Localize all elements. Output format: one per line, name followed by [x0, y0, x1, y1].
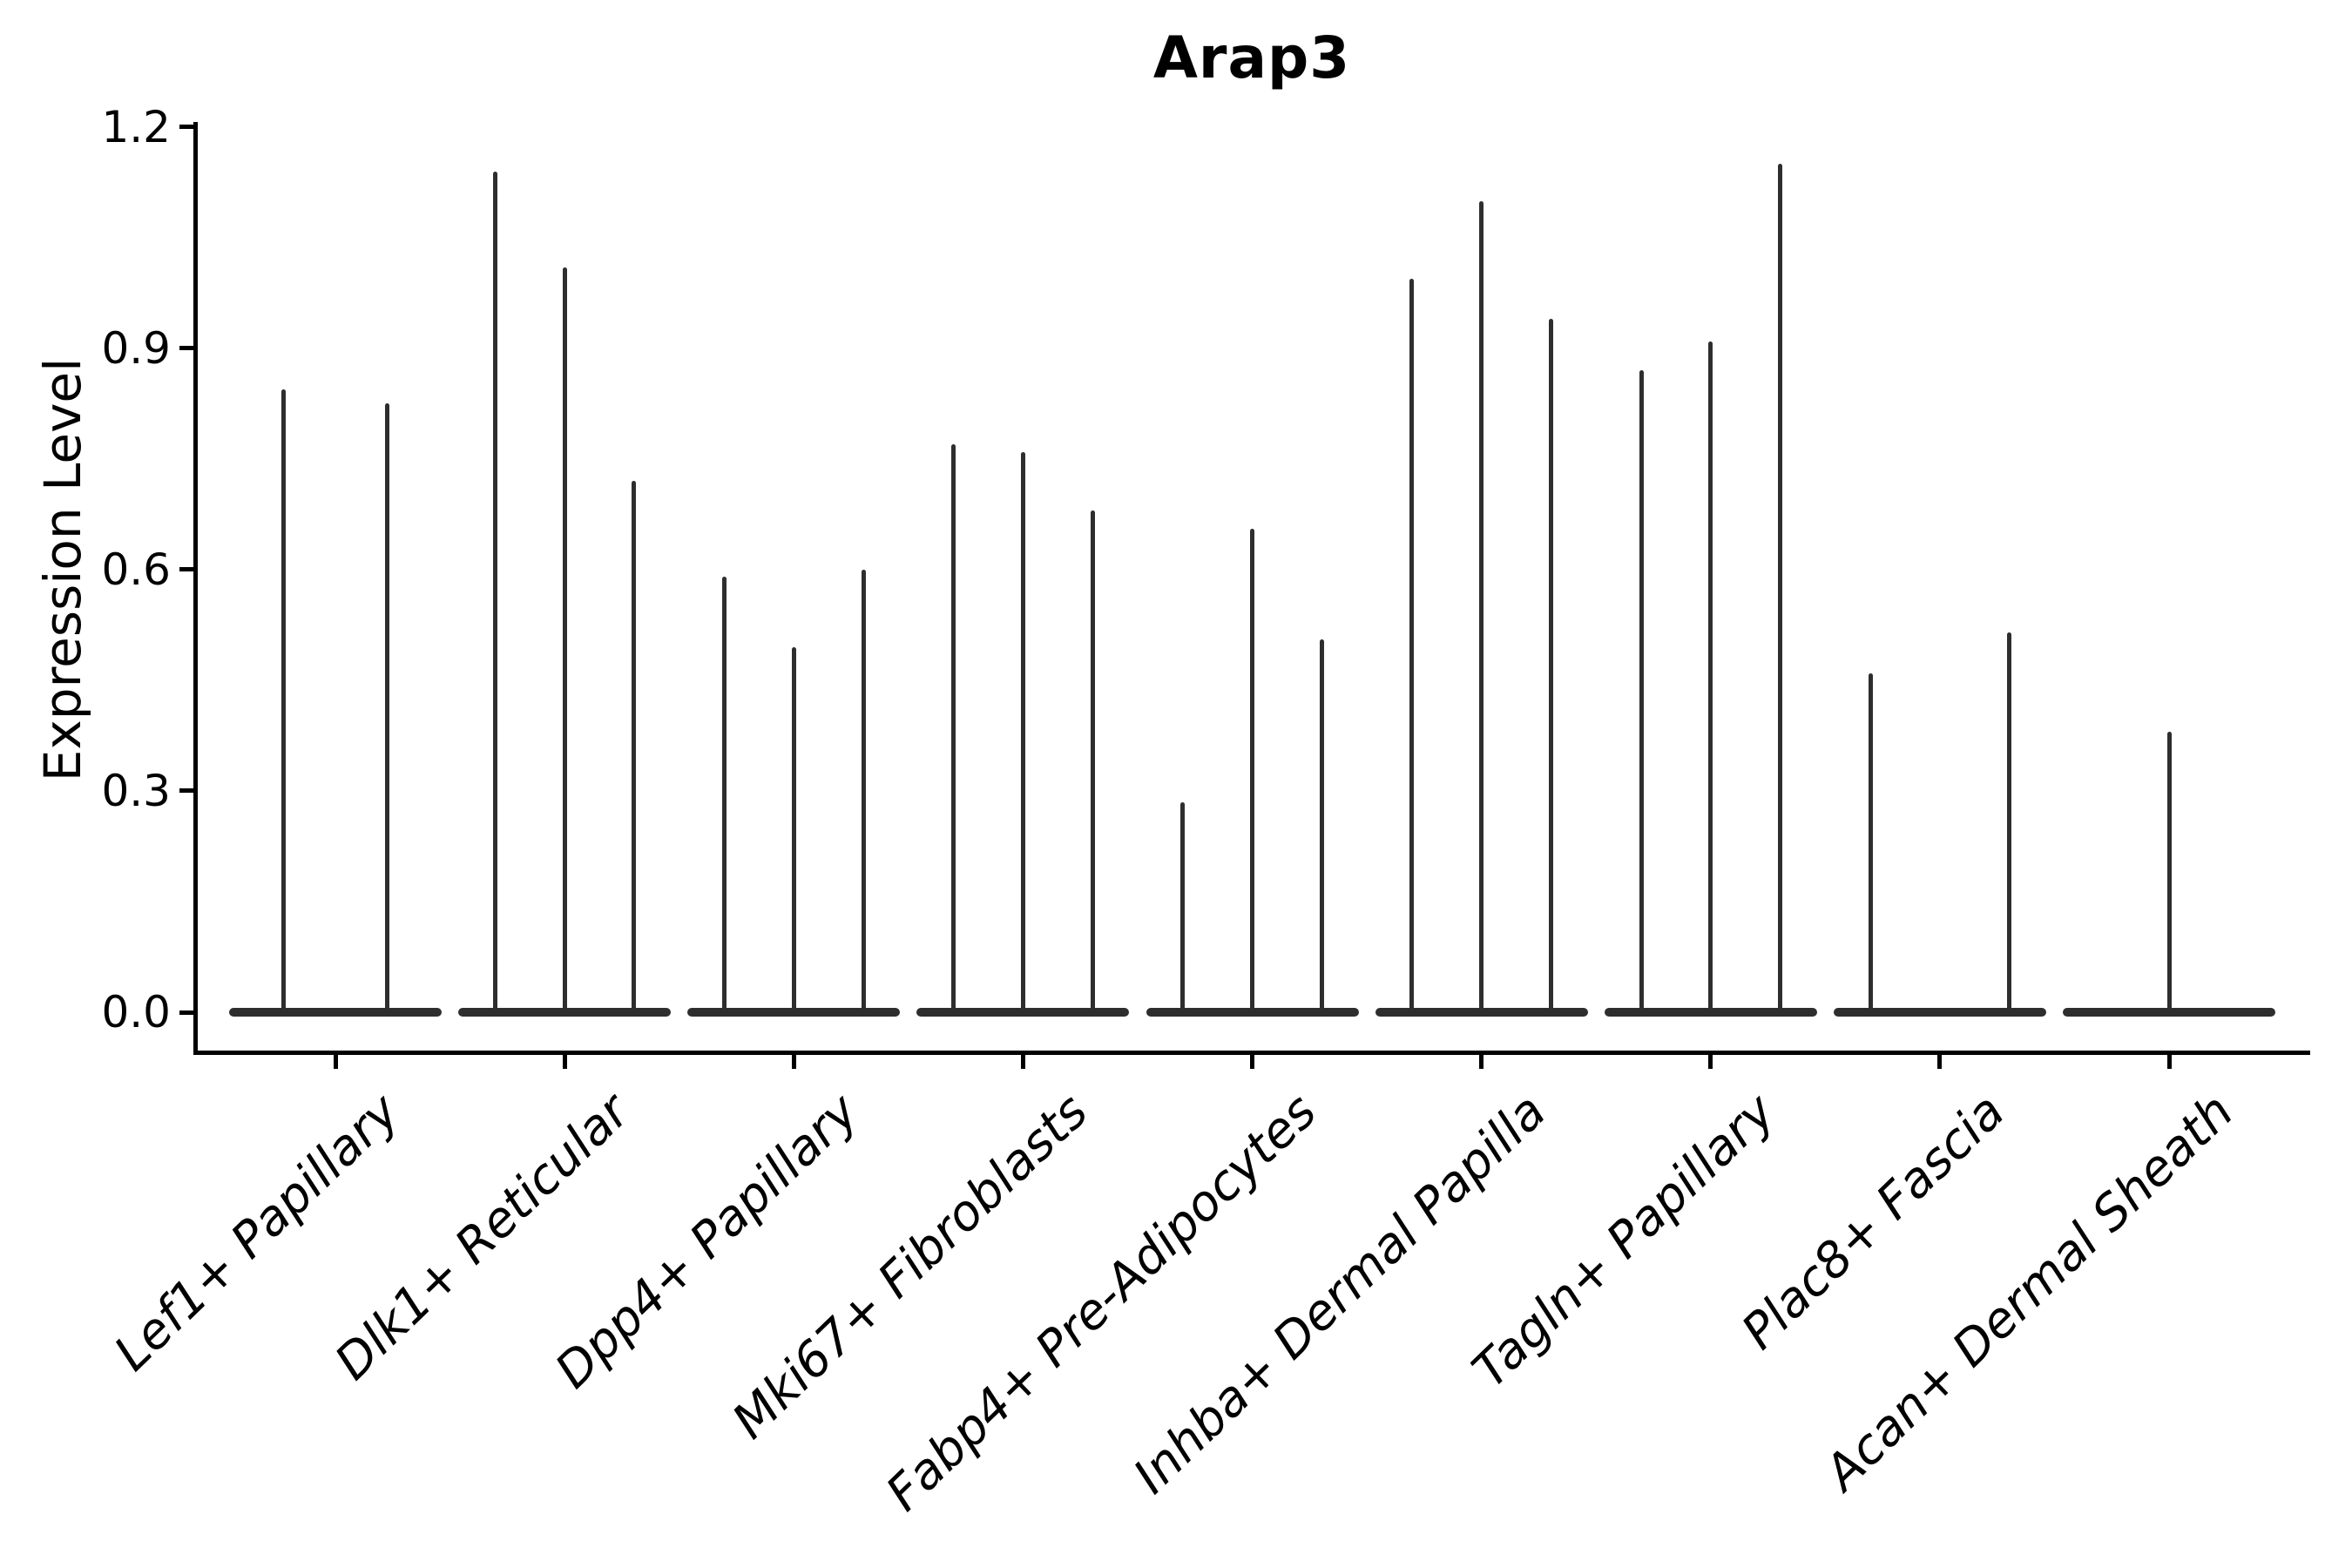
x-tick: [1708, 1055, 1713, 1069]
violin-spike: [2007, 632, 2012, 1017]
violin-spike: [1639, 370, 1644, 1017]
violin-spike: [385, 403, 390, 1017]
y-tick: [179, 788, 193, 794]
x-axis-spine: [193, 1051, 2310, 1055]
violin-spike: [1708, 341, 1713, 1017]
y-tick-label: 1.2: [101, 101, 171, 152]
x-tick-label: Fabp4+ Pre-Adipocytes: [875, 1083, 1328, 1523]
violin-spike: [1319, 639, 1324, 1017]
y-axis-spine: [193, 122, 198, 1055]
violin-spike: [1479, 200, 1484, 1017]
violin-base: [1833, 1008, 2046, 1017]
chart-title: Arap3: [1152, 24, 1351, 91]
violin-spike: [861, 569, 866, 1017]
violin-spike: [1868, 672, 1873, 1017]
violin-spike: [1250, 529, 1255, 1017]
y-tick-label: 0.6: [101, 544, 171, 595]
violin-spike: [2166, 732, 2172, 1017]
violin-spike: [562, 267, 567, 1017]
violin-spike: [721, 577, 727, 1017]
x-tick: [1937, 1055, 1943, 1069]
violin-spike: [1090, 510, 1095, 1017]
x-tick: [333, 1055, 338, 1069]
y-tick: [179, 346, 193, 351]
y-tick-label: 0.9: [101, 322, 171, 374]
x-tick-label: Inhba+ Dermal Papilla: [1123, 1083, 1558, 1505]
violin-spike: [1409, 278, 1415, 1017]
violin-spike: [951, 444, 956, 1017]
y-tick: [179, 1010, 193, 1015]
x-tick-label: Acan+ Dermal Sheath: [1814, 1083, 2245, 1502]
violin-spike: [632, 481, 637, 1017]
violin-spike: [492, 171, 497, 1017]
violin-base: [229, 1008, 442, 1017]
x-tick: [1250, 1055, 1255, 1069]
y-tick-label: 0.0: [101, 987, 171, 1037]
x-tick: [1020, 1055, 1025, 1069]
x-tick: [1479, 1055, 1484, 1069]
x-tick: [791, 1055, 796, 1069]
violin-spike: [1180, 801, 1186, 1017]
violin-spike: [1549, 319, 1553, 1017]
x-tick: [2166, 1055, 2172, 1069]
y-tick-label: 0.3: [101, 765, 171, 816]
violin-spike: [1778, 164, 1783, 1017]
violin-spike: [791, 646, 796, 1017]
y-tick: [179, 567, 193, 572]
y-tick: [179, 125, 193, 130]
x-tick: [562, 1055, 567, 1069]
violin-spike: [1020, 451, 1025, 1017]
violin-spike: [280, 389, 286, 1017]
